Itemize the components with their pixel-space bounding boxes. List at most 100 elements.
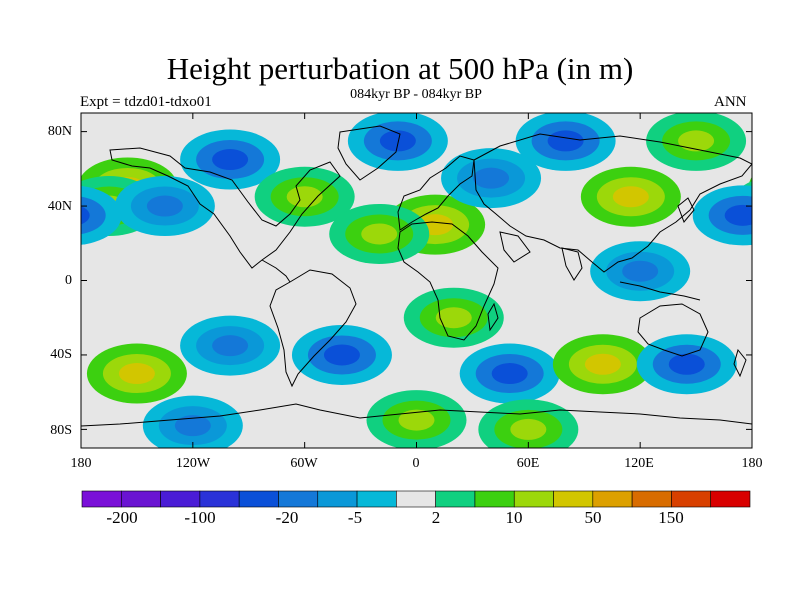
map-subtitle: 084kyr BP - 084kyr BP bbox=[350, 87, 482, 102]
x-tick-label: 120W bbox=[175, 456, 211, 471]
colorbar-label: -5 bbox=[347, 508, 363, 527]
anomaly-blob bbox=[441, 148, 542, 209]
anomaly-contour bbox=[668, 353, 705, 375]
y-tick-label: 80N bbox=[47, 124, 72, 139]
y-tick-label: 0 bbox=[65, 273, 72, 288]
anomaly-contour bbox=[0, 334, 66, 394]
x-tick-label: 180 bbox=[70, 456, 92, 471]
anomaly-blob bbox=[748, 168, 800, 207]
anomaly-contour bbox=[212, 335, 249, 357]
anomaly-blob bbox=[0, 111, 75, 171]
anomaly-contour bbox=[323, 344, 360, 366]
anomaly-blob bbox=[403, 287, 504, 348]
anomaly-contour bbox=[510, 418, 547, 440]
x-tick-label: 120E bbox=[624, 456, 654, 471]
y-tick-label: 80S bbox=[50, 423, 72, 438]
anomaly-contour bbox=[758, 344, 800, 404]
anomaly-blob bbox=[180, 315, 281, 376]
colorbar-label: 50 bbox=[584, 508, 602, 527]
anomaly-blob bbox=[692, 185, 752, 246]
colorbar-swatch bbox=[592, 490, 633, 508]
anomaly-contour bbox=[379, 130, 416, 152]
colorbar-swatch bbox=[238, 490, 279, 508]
colorbar-swatch bbox=[631, 490, 672, 508]
anomaly-blob bbox=[254, 166, 355, 227]
anomaly-contour bbox=[622, 260, 659, 282]
anomaly-contour bbox=[774, 354, 800, 393]
colorbar-label: 150 bbox=[658, 508, 684, 527]
y-tick-label: 40S bbox=[50, 347, 72, 362]
anomaly-blob bbox=[114, 176, 215, 237]
anomaly-blob bbox=[0, 334, 66, 394]
anomaly-contour bbox=[547, 130, 584, 152]
anomaly-blob bbox=[758, 344, 800, 404]
anomaly-contour bbox=[724, 204, 752, 226]
season-label: ANN bbox=[714, 94, 747, 110]
anomaly-blob bbox=[636, 334, 737, 395]
colorbar-swatch bbox=[396, 490, 436, 508]
colorbar-swatch bbox=[513, 490, 554, 508]
colorbar-swatch bbox=[81, 490, 122, 508]
colorbar-label: -200 bbox=[106, 508, 138, 527]
anomaly-blob bbox=[86, 343, 187, 404]
anomaly-contour bbox=[748, 176, 752, 199]
colorbar-swatch bbox=[710, 490, 751, 508]
anomaly-blob bbox=[347, 113, 448, 171]
anomaly-blob bbox=[552, 334, 653, 395]
anomaly-blob bbox=[329, 203, 430, 264]
colorbar-swatch bbox=[356, 490, 397, 508]
x-tick-label: 60E bbox=[516, 456, 540, 471]
anomaly-contour bbox=[781, 177, 800, 198]
colorbar-swatch bbox=[671, 490, 712, 508]
anomaly-contour bbox=[81, 185, 122, 245]
anomaly-contour bbox=[212, 149, 249, 171]
anomaly-contour bbox=[765, 168, 800, 207]
anomaly-contour bbox=[435, 307, 472, 329]
coastlines bbox=[81, 125, 752, 427]
anomaly-blob bbox=[646, 113, 747, 171]
anomaly-contour bbox=[398, 409, 435, 431]
anomaly-blob bbox=[142, 395, 243, 448]
anomaly-contour bbox=[146, 195, 183, 217]
colorbar-swatch bbox=[435, 490, 476, 508]
anomaly-contour bbox=[612, 186, 649, 208]
colorbar-label: -100 bbox=[184, 508, 216, 527]
colorbar-swatch bbox=[317, 490, 358, 508]
anomaly-contour bbox=[286, 186, 323, 208]
anomaly-blob bbox=[291, 324, 392, 385]
anomaly-contour bbox=[790, 363, 800, 384]
colorbar-swatch bbox=[474, 490, 515, 508]
anomaly-blob bbox=[366, 390, 467, 448]
anomaly-contour bbox=[118, 363, 155, 385]
colorbar-label: 10 bbox=[505, 508, 523, 527]
colorbar-swatch bbox=[199, 490, 240, 508]
y-tick-label: 40N bbox=[47, 199, 72, 214]
colorbar-swatch bbox=[553, 490, 594, 508]
anomaly-contour bbox=[745, 194, 752, 218]
colorbar-swatch bbox=[120, 490, 161, 508]
anomaly-contour bbox=[0, 111, 75, 171]
anomaly-contour bbox=[678, 130, 715, 152]
anomaly-contour bbox=[473, 167, 510, 189]
colorbar-swatch bbox=[160, 490, 201, 508]
colorbar-label: -20 bbox=[275, 508, 299, 527]
anomaly-contour bbox=[762, 196, 798, 217]
anomaly-contour bbox=[361, 223, 398, 245]
colorbar-swatch bbox=[278, 490, 319, 508]
x-tick-label: 180 bbox=[741, 456, 763, 471]
anomaly-blob bbox=[180, 129, 281, 190]
anomaly-blob bbox=[478, 399, 579, 448]
anomaly-blob bbox=[590, 241, 691, 302]
anomaly-blob bbox=[580, 166, 681, 227]
axis-tick-marks bbox=[80, 113, 753, 448]
anomaly-contour bbox=[81, 196, 106, 235]
anomaly-blob bbox=[81, 185, 122, 245]
colorbar bbox=[81, 490, 751, 508]
anomaly-contour bbox=[174, 415, 211, 437]
anomaly-contour bbox=[81, 206, 90, 225]
anomaly-contour bbox=[0, 354, 34, 375]
anomaly-contour bbox=[584, 353, 621, 375]
anomaly-blob bbox=[515, 113, 616, 171]
anomaly-blob bbox=[459, 343, 560, 404]
